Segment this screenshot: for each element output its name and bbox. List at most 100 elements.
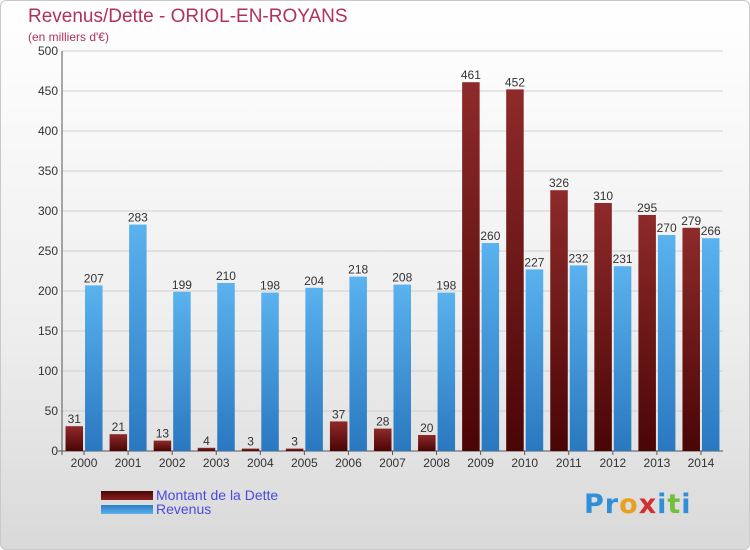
logo-letter: x (638, 489, 658, 520)
x-tick-label: 2000 (71, 456, 98, 470)
bar-dette (374, 428, 392, 451)
data-label-revenus: 204 (304, 274, 324, 288)
data-label-dette: 13 (156, 427, 170, 441)
bar-dette (197, 447, 216, 451)
y-tick-label: 0 (51, 444, 58, 458)
y-tick-label: 500 (38, 44, 58, 58)
bar-dette (462, 82, 480, 451)
x-tick-label: 2009 (467, 456, 494, 470)
x-tick-label: 2005 (291, 456, 318, 470)
x-tick-label: 2008 (423, 456, 450, 470)
chart-title: Revenus/Dette - ORIOL-EN-ROYANS (28, 6, 348, 27)
y-tick-label: 100 (38, 364, 58, 378)
bar-revenus (349, 276, 367, 451)
data-label-dette: 279 (681, 214, 701, 228)
bar-revenus (481, 243, 500, 451)
x-tick-label: 2010 (511, 456, 538, 470)
bar-dette (329, 421, 348, 451)
y-tick-label: 400 (38, 124, 58, 138)
x-tick-label: 2002 (159, 456, 186, 470)
y-tick-label: 450 (38, 84, 58, 98)
x-tick-label: 2013 (644, 456, 671, 470)
bar-revenus (657, 235, 676, 451)
data-label-dette: 37 (332, 407, 346, 421)
data-label-dette: 295 (637, 201, 657, 215)
y-tick-label: 250 (38, 244, 58, 258)
data-label-dette: 28 (376, 415, 390, 429)
x-tick-label: 2004 (247, 456, 274, 470)
bar-revenus (613, 266, 632, 451)
bar-dette (153, 440, 172, 451)
legend-swatch-revenus (101, 505, 153, 514)
bar-revenus (437, 292, 456, 451)
logo-letter: i (681, 489, 692, 520)
legend-label-revenus: Revenus (156, 501, 212, 517)
data-label-dette: 452 (505, 75, 525, 89)
proxiti-logo: Proxiti (584, 489, 692, 520)
data-label-dette: 461 (461, 68, 481, 82)
bar-revenus (261, 292, 279, 451)
x-tick-label: 2014 (688, 456, 715, 470)
data-label-revenus: 260 (480, 229, 500, 243)
data-label-revenus: 198 (260, 279, 280, 293)
y-tick-label: 350 (38, 164, 58, 178)
bar-revenus (701, 238, 720, 451)
bar-dette (241, 448, 260, 451)
data-label-dette: 310 (593, 189, 613, 203)
legend-label-dette: Montant de la Dette (156, 487, 279, 503)
x-tick-label: 2007 (379, 456, 406, 470)
bar-revenus (85, 285, 103, 451)
bar-revenus (569, 265, 588, 451)
bar-revenus (129, 224, 147, 451)
bar-dette (638, 215, 656, 451)
data-label-revenus: 199 (172, 278, 192, 292)
bar-dette (418, 435, 436, 451)
data-label-revenus: 232 (569, 251, 589, 265)
bar-revenus (217, 283, 235, 451)
x-tick-label: 2011 (556, 456, 582, 470)
y-tick-label: 300 (38, 204, 58, 218)
data-label-revenus: 227 (524, 255, 544, 269)
data-label-dette: 21 (112, 420, 126, 434)
logo-letter: r (604, 489, 620, 520)
logo-letter: o (619, 489, 639, 520)
legend-swatch-dette (101, 491, 153, 500)
bar-dette (65, 426, 84, 451)
data-label-revenus: 198 (436, 279, 456, 293)
x-tick-label: 2003 (203, 456, 230, 470)
data-label-dette: 20 (420, 421, 434, 435)
y-tick-label: 150 (38, 324, 58, 338)
x-tick-label: 2001 (115, 456, 142, 470)
data-label-revenus: 270 (657, 221, 677, 235)
x-tick-label: 2006 (335, 456, 362, 470)
data-label-revenus: 210 (216, 269, 236, 283)
data-label-dette: 326 (549, 176, 569, 190)
bar-revenus (173, 291, 191, 451)
y-tick-label: 200 (38, 284, 58, 298)
bar-revenus (305, 287, 323, 451)
bar-dette (550, 190, 568, 451)
bar-revenus (393, 284, 411, 451)
logo-letter: t (667, 489, 682, 520)
data-label-dette: 4 (203, 434, 210, 448)
data-label-dette: 31 (68, 412, 82, 426)
bar-revenus (525, 269, 544, 451)
data-label-revenus: 283 (128, 211, 148, 225)
bar-dette (682, 227, 700, 451)
y-tick-label: 50 (45, 404, 59, 418)
data-label-dette: 3 (247, 435, 254, 449)
data-label-revenus: 208 (392, 271, 412, 285)
x-tick-label: 2012 (599, 456, 626, 470)
bar-dette (506, 89, 524, 452)
data-label-revenus: 266 (701, 224, 721, 238)
bar-dette (594, 203, 612, 451)
data-label-revenus: 218 (348, 263, 368, 277)
logo-letter: i (657, 489, 668, 520)
chart-subtitle: (en milliers d'€) (28, 30, 109, 44)
data-label-dette: 3 (291, 435, 298, 449)
bar-dette (285, 448, 304, 451)
bar-dette (109, 434, 128, 451)
logo-letter: P (584, 489, 605, 520)
